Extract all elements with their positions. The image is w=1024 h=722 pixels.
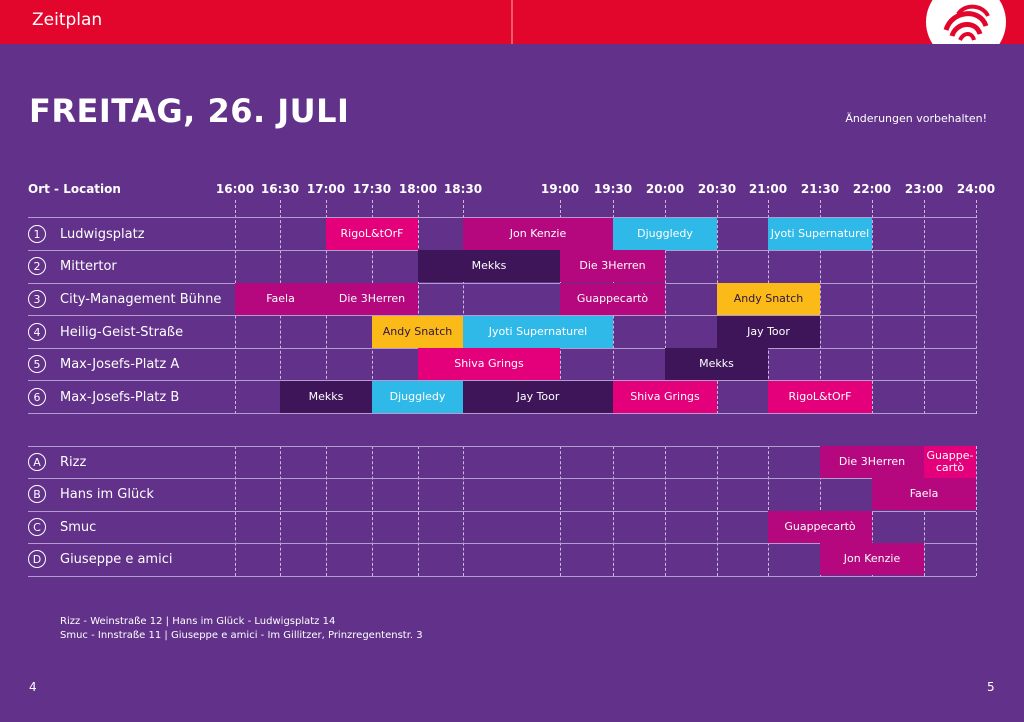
location-marker: 4 [28,323,46,341]
location-row-label: 5 Max-Josefs-Platz A [28,348,179,380]
time-label: 22:00 [852,182,892,196]
time-label: 24:00 [956,182,996,196]
row-divider [28,413,976,414]
changes-notice: Änderungen vorbehalten! [845,112,987,125]
location-row-label: 3 City-Management Bühne [28,283,221,315]
page-number-right: 5 [987,680,995,694]
time-label: 16:00 [215,182,255,196]
event-block: Shiva Grings [418,348,560,380]
event-block: Jay Toor [717,316,820,348]
time-label: 17:30 [352,182,392,196]
event-block: Mekks [280,381,372,413]
location-column-header: Ort - Location [28,182,121,196]
event-block: Jon Kenzie [463,218,613,250]
location-name: Heilig-Geist-Straße [60,324,184,340]
time-label: 20:00 [645,182,685,196]
page-number-left: 4 [29,680,37,694]
time-label: 19:30 [593,182,633,196]
event-block: Guappecartò [768,511,872,543]
event-block: Die 3Herren [560,250,665,282]
time-label: 23:00 [904,182,944,196]
row-divider [28,315,976,316]
location-row-label: C Smuc [28,511,96,543]
event-block: Jyoti Supernaturel [463,316,613,348]
location-marker: D [28,550,46,568]
grid-line [924,200,925,414]
location-name: Smuc [60,519,97,535]
event-block: Shiva Grings [613,381,717,413]
location-row-label: D Giuseppe e amici [28,543,172,575]
location-marker: 1 [28,225,46,243]
location-marker: 3 [28,290,46,308]
event-block: Jon Kenzie [820,543,924,575]
grid-line [976,200,977,414]
location-marker: C [28,518,46,536]
time-label: 18:00 [398,182,438,196]
row-divider [28,478,976,479]
time-label: 17:00 [306,182,346,196]
event-block: Faela [872,478,976,510]
grid-line [872,200,873,414]
location-name: Max-Josefs-Platz A [60,356,180,372]
location-name: Ludwigsplatz [60,226,145,242]
location-row-label: 4 Heilig-Geist-Straße [28,316,183,348]
event-block: Mekks [418,250,560,282]
row-divider [28,543,976,544]
location-name: Mittertor [60,258,117,274]
grid-line [418,200,419,414]
event-block: Djuggledy [613,218,717,250]
time-label: 21:30 [800,182,840,196]
location-name: Giuseppe e amici [60,551,173,567]
event-block: Jay Toor [463,381,613,413]
top-bar: Zeitplan [0,0,1024,44]
page-title: FREITAG, 26. JULI [29,92,350,130]
location-row-label: 6 Max-Josefs-Platz B [28,381,179,413]
event-block: Die 3Herren [326,283,418,315]
row-divider [28,511,976,512]
location-marker: 2 [28,257,46,275]
footer-addresses-1: Rizz - Weinstraße 12 | Hans im Glück - L… [60,616,336,627]
event-block: RigoL&tOrF [326,218,418,250]
time-label: 19:00 [540,182,580,196]
event-block: Andy Snatch [372,316,463,348]
grid-line [820,200,821,414]
row-divider [28,283,976,284]
page-seam [511,0,513,44]
location-marker: B [28,485,46,503]
time-label: 20:30 [697,182,737,196]
location-row-label: 2 Mittertor [28,250,117,282]
location-name: Max-Josefs-Platz B [60,389,180,405]
event-block: Andy Snatch [717,283,820,315]
row-divider [28,217,976,218]
location-row-label: B Hans im Glück [28,478,154,510]
row-divider [28,446,976,447]
rose-logo [922,0,1010,44]
location-name: City-Management Bühne [60,291,222,307]
row-divider [28,576,976,577]
row-divider [28,380,976,381]
location-marker: 5 [28,355,46,373]
grid-line [463,200,464,414]
event-block: Jyoti Supernaturel [768,218,872,250]
footer-addresses-2: Smuc - Innstraße 11 | Giuseppe e amici -… [60,630,423,641]
event-block: Djuggledy [372,381,463,413]
time-label: 21:00 [748,182,788,196]
event-block: Die 3Herren [820,446,924,478]
location-name: Hans im Glück [60,486,154,502]
event-block: RigoL&tOrF [768,381,872,413]
section-title: Zeitplan [32,10,103,30]
event-block: Faela [235,283,326,315]
event-block: Guappe-cartò [924,446,976,478]
event-block: Mekks [665,348,768,380]
location-name: Rizz [60,454,87,470]
event-block: Guappecartò [560,283,665,315]
time-label: 16:30 [260,182,300,196]
grid-line [665,200,666,414]
location-row-label: A Rizz [28,446,86,478]
time-label: 18:30 [443,182,483,196]
location-marker: 6 [28,388,46,406]
location-marker: A [28,453,46,471]
location-row-label: 1 Ludwigsplatz [28,218,145,250]
grid-line [976,446,977,576]
